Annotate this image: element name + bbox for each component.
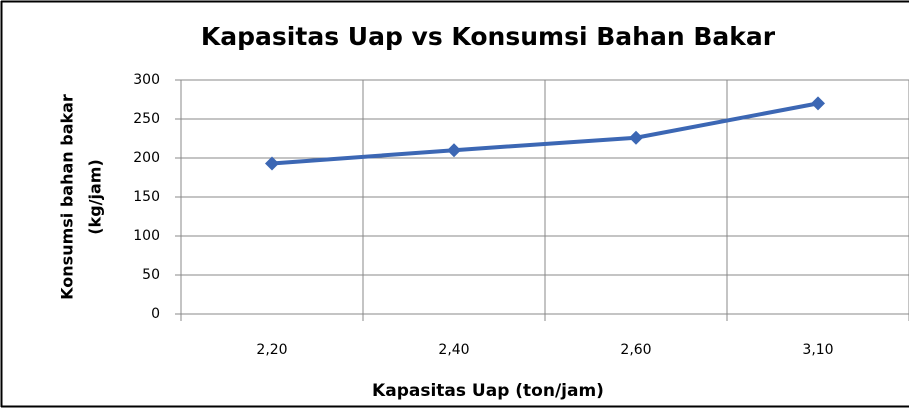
y-tick-label: 300 <box>133 72 160 88</box>
y-tick-label: 250 <box>133 111 160 127</box>
series-line <box>271 101 819 166</box>
data-point <box>629 130 643 145</box>
y-tick-label: 50 <box>142 267 160 283</box>
x-tick-label: 2,40 <box>438 342 469 358</box>
data-point <box>265 156 279 171</box>
chart-title: Kapasitas Uap vs Konsumsi Bahan Bakar <box>201 22 776 51</box>
y-tick-label: 0 <box>151 306 160 322</box>
y-tick-label: 100 <box>133 228 160 244</box>
y-tick-label: 150 <box>133 189 160 205</box>
x-tick-label: 2,20 <box>256 342 287 358</box>
data-point <box>811 96 825 111</box>
y-axis-title: (kg/jam) <box>86 159 105 235</box>
x-tick-label: 2,60 <box>620 342 651 358</box>
y-tick-label: 200 <box>133 150 160 166</box>
x-tick-label: 3,10 <box>802 342 833 358</box>
y-axis-title: Konsumsi bahan bakar <box>58 94 77 300</box>
data-point <box>447 143 461 158</box>
x-axis-title: Kapasitas Uap (ton/jam) <box>372 381 604 401</box>
